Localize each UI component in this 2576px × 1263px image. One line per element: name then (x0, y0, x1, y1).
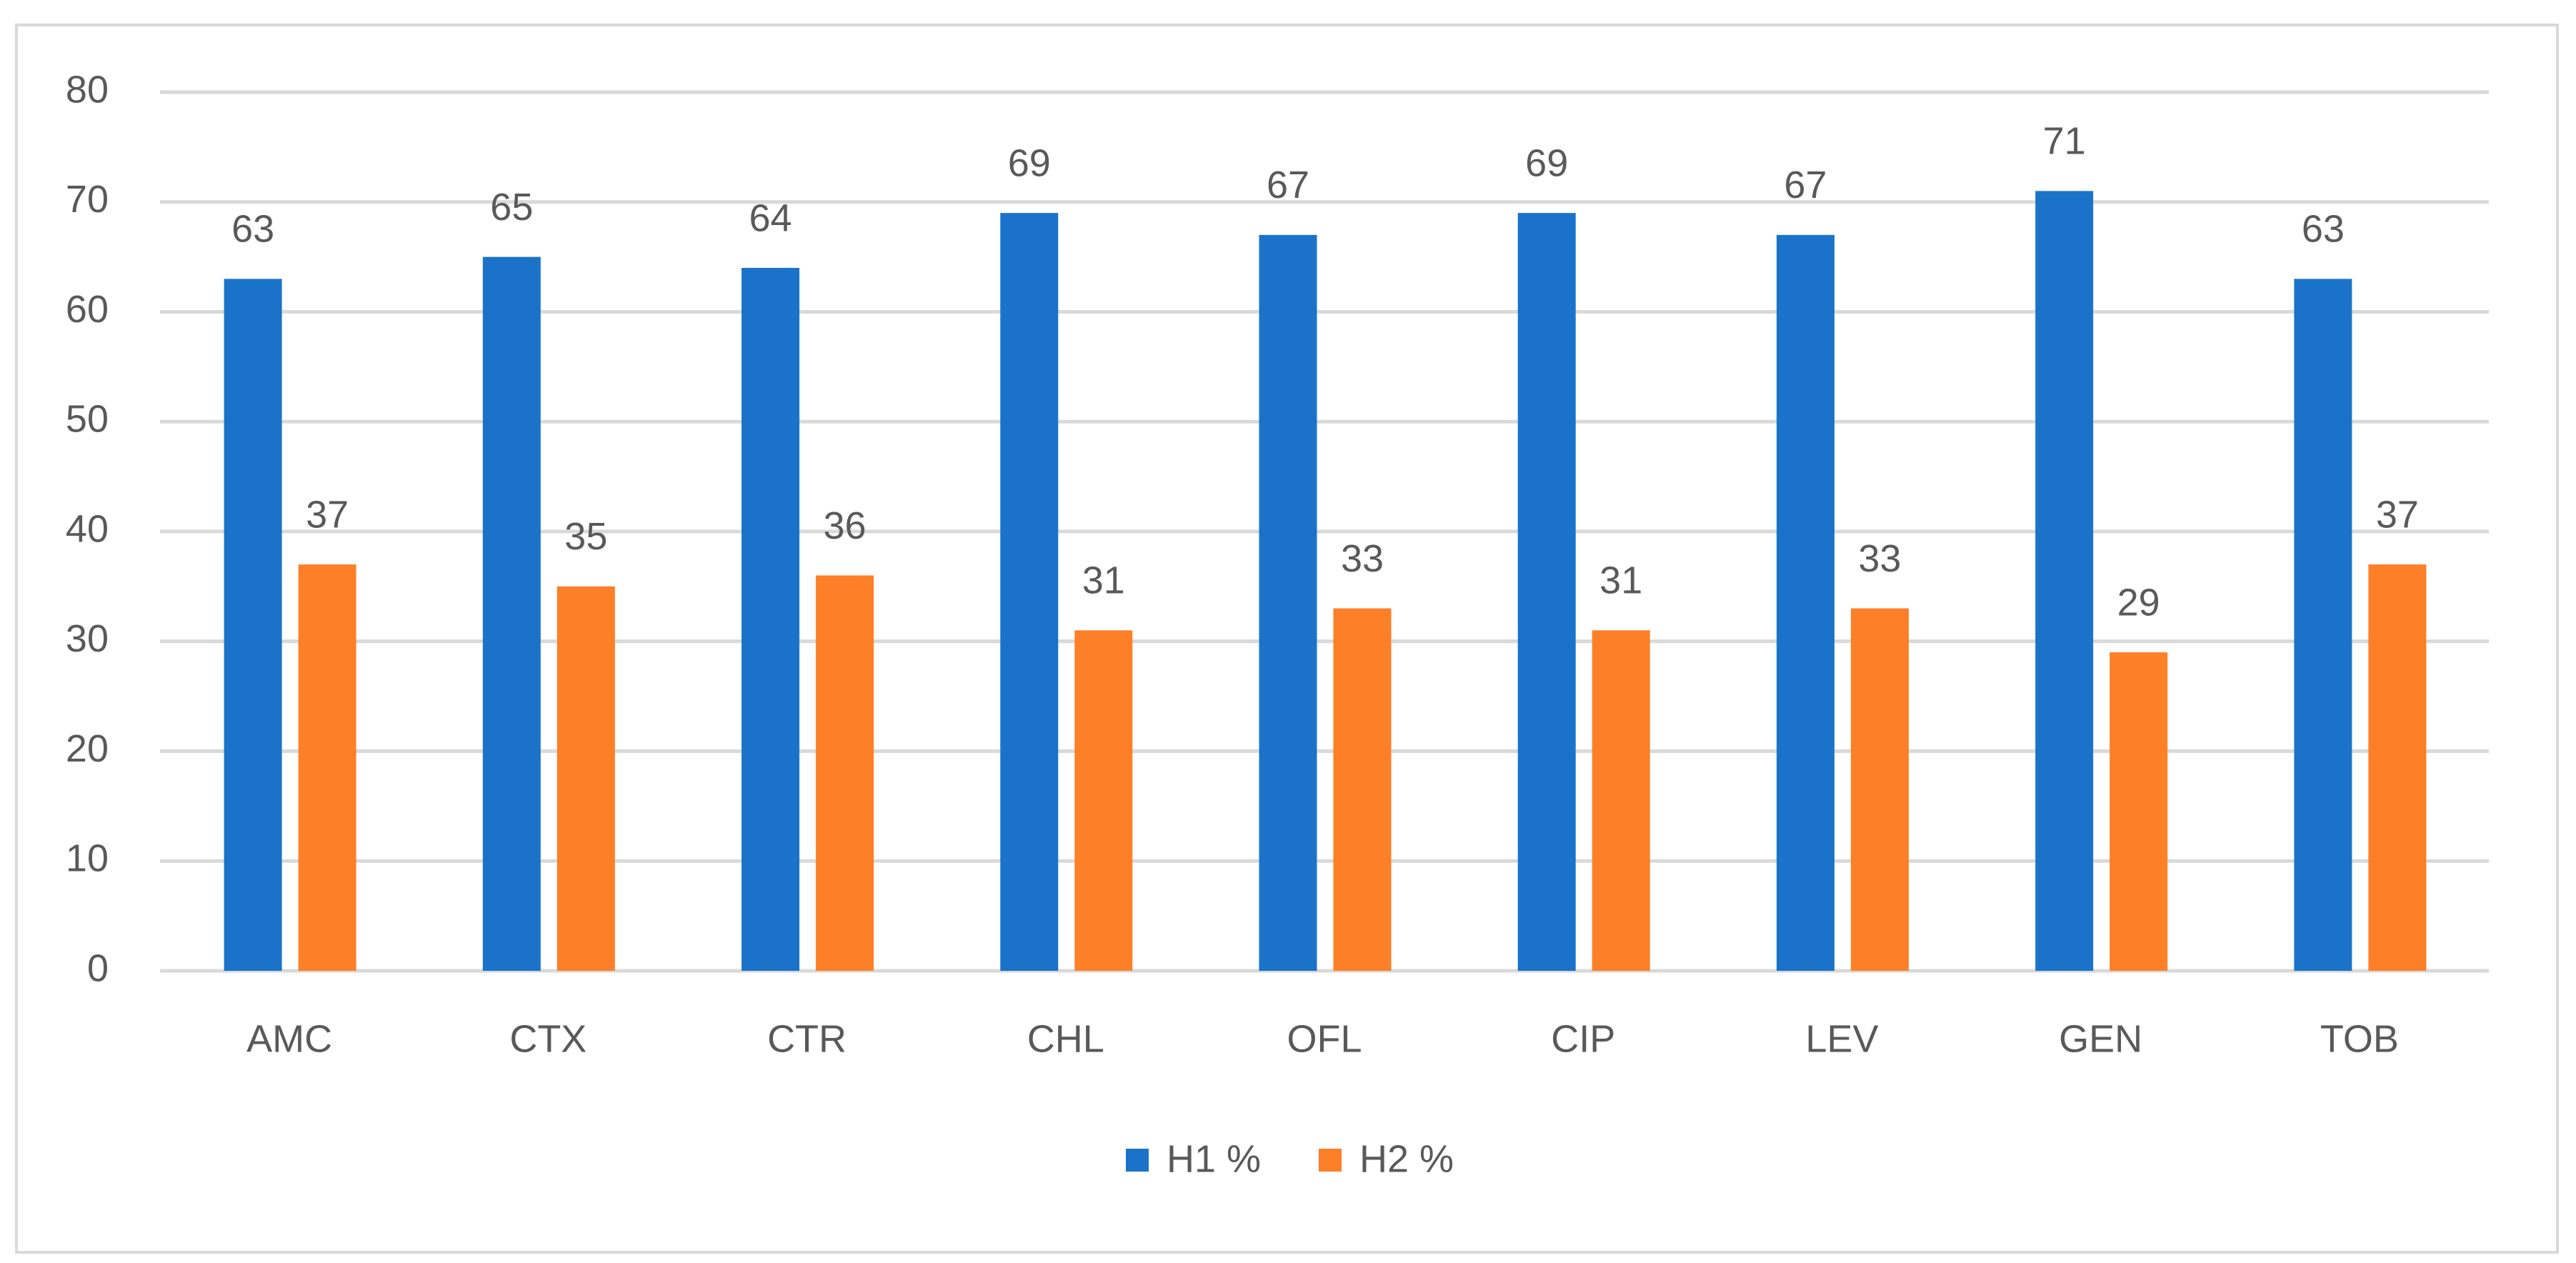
bar (1850, 608, 1909, 971)
y-tick-label: 40 (66, 507, 109, 550)
x-tick-label: TOB (2320, 1017, 2399, 1060)
data-label: 37 (306, 493, 349, 536)
x-tick-label: CTX (509, 1017, 586, 1060)
data-label: 71 (2043, 120, 2086, 163)
legend-swatch (1126, 1149, 1149, 1172)
bar (742, 268, 800, 971)
data-label: 67 (1267, 164, 1309, 206)
y-tick-label: 70 (66, 178, 109, 221)
legend-label: H1 % (1167, 1137, 1261, 1180)
bar (556, 586, 615, 971)
y-tick-label: 80 (66, 68, 109, 111)
bar (2035, 191, 2094, 971)
bar (1074, 630, 1133, 971)
data-label: 33 (1341, 537, 1384, 580)
data-label: 31 (1082, 559, 1125, 602)
data-label: 29 (2117, 581, 2160, 624)
bar (2294, 279, 2352, 971)
data-label: 63 (2302, 208, 2345, 251)
x-tick-label: CTR (767, 1017, 847, 1060)
x-tick-label: GEN (2059, 1017, 2142, 1060)
bar (1000, 213, 1059, 971)
data-label: 37 (2376, 493, 2419, 536)
data-label: 69 (1525, 141, 1568, 184)
bar (816, 575, 874, 971)
x-tick-label: CIP (1551, 1017, 1615, 1060)
x-tick-label: CHL (1027, 1017, 1104, 1060)
y-tick-label: 60 (66, 288, 109, 331)
data-label: 69 (1008, 141, 1051, 184)
bar (298, 564, 356, 971)
bar (2368, 564, 2427, 971)
bar (482, 256, 541, 971)
legend-swatch (1319, 1149, 1342, 1172)
data-label: 67 (1784, 164, 1827, 206)
x-tick-label: LEV (1805, 1017, 1878, 1060)
data-label: 33 (1858, 537, 1901, 580)
data-label: 63 (231, 208, 274, 251)
x-tick-label: AMC (246, 1017, 332, 1060)
data-label: 65 (490, 186, 533, 229)
bar (1592, 630, 1650, 971)
y-tick-label: 0 (87, 947, 109, 989)
bar (1776, 234, 1834, 971)
y-tick-label: 20 (66, 727, 109, 770)
y-tick-label: 10 (66, 837, 109, 880)
data-label: 35 (564, 515, 607, 558)
data-label: 36 (824, 504, 867, 547)
y-tick-label: 50 (66, 398, 109, 441)
bar (2110, 652, 2168, 971)
x-tick-label: OFL (1287, 1017, 1362, 1060)
bar (1517, 213, 1576, 971)
data-label: 64 (749, 196, 792, 239)
legend-label: H2 % (1359, 1137, 1454, 1180)
bar (1259, 234, 1317, 971)
data-label: 31 (1599, 559, 1642, 602)
bar (1333, 608, 1392, 971)
y-tick-label: 30 (66, 617, 109, 660)
bar (224, 279, 282, 971)
